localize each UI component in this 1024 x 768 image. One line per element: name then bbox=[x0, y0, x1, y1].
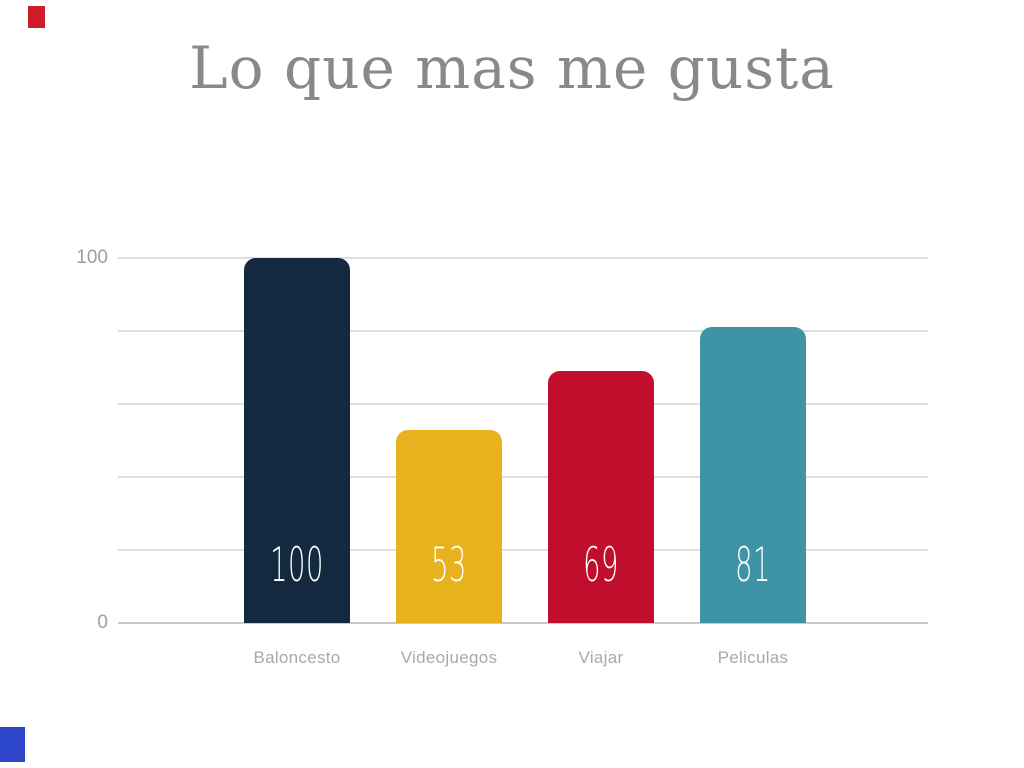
category-label-baloncesto: Baloncesto bbox=[253, 648, 341, 667]
bar-value-label: 100 bbox=[270, 538, 324, 593]
category-label-peliculas: Peliculas bbox=[717, 648, 789, 667]
top-left-accent bbox=[28, 6, 45, 28]
category-label-videojuegos: Videojuegos bbox=[400, 648, 498, 667]
bottom-left-accent bbox=[0, 727, 25, 762]
gridline-40 bbox=[118, 476, 928, 478]
gridline-20 bbox=[118, 549, 928, 551]
bar-value-label: 69 bbox=[583, 538, 619, 593]
bar-videojuegos: 53 bbox=[396, 430, 502, 623]
bar-peliculas: 81 bbox=[700, 327, 806, 623]
bar-viajar: 69 bbox=[548, 371, 654, 623]
bar-value-label: 81 bbox=[735, 538, 771, 593]
page-title: Lo que mas me gusta bbox=[189, 34, 835, 102]
gridline-100 bbox=[118, 257, 928, 259]
category-label-viajar: Viajar bbox=[578, 648, 624, 667]
gridline-0 bbox=[118, 622, 928, 624]
bar-value-label: 53 bbox=[431, 538, 467, 593]
gridline-60 bbox=[118, 403, 928, 405]
y-axis-tick-0: 0 bbox=[97, 612, 108, 633]
y-axis-tick-100: 100 bbox=[76, 247, 108, 268]
gridline-80 bbox=[118, 330, 928, 332]
bar-baloncesto: 100 bbox=[244, 258, 350, 623]
